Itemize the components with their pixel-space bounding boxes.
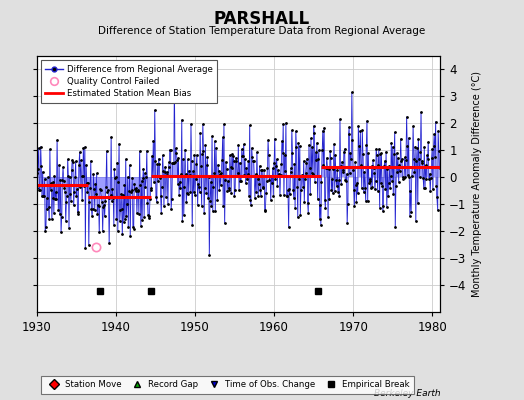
Text: PARSHALL: PARSHALL [214, 10, 310, 28]
Legend: Difference from Regional Average, Quality Control Failed, Estimated Station Mean: Difference from Regional Average, Qualit… [41, 60, 217, 103]
Legend: Station Move, Record Gap, Time of Obs. Change, Empirical Break: Station Move, Record Gap, Time of Obs. C… [41, 376, 414, 394]
Y-axis label: Monthly Temperature Anomaly Difference (°C): Monthly Temperature Anomaly Difference (… [472, 71, 482, 297]
Text: Berkeley Earth: Berkeley Earth [374, 389, 440, 398]
Text: Difference of Station Temperature Data from Regional Average: Difference of Station Temperature Data f… [99, 26, 425, 36]
